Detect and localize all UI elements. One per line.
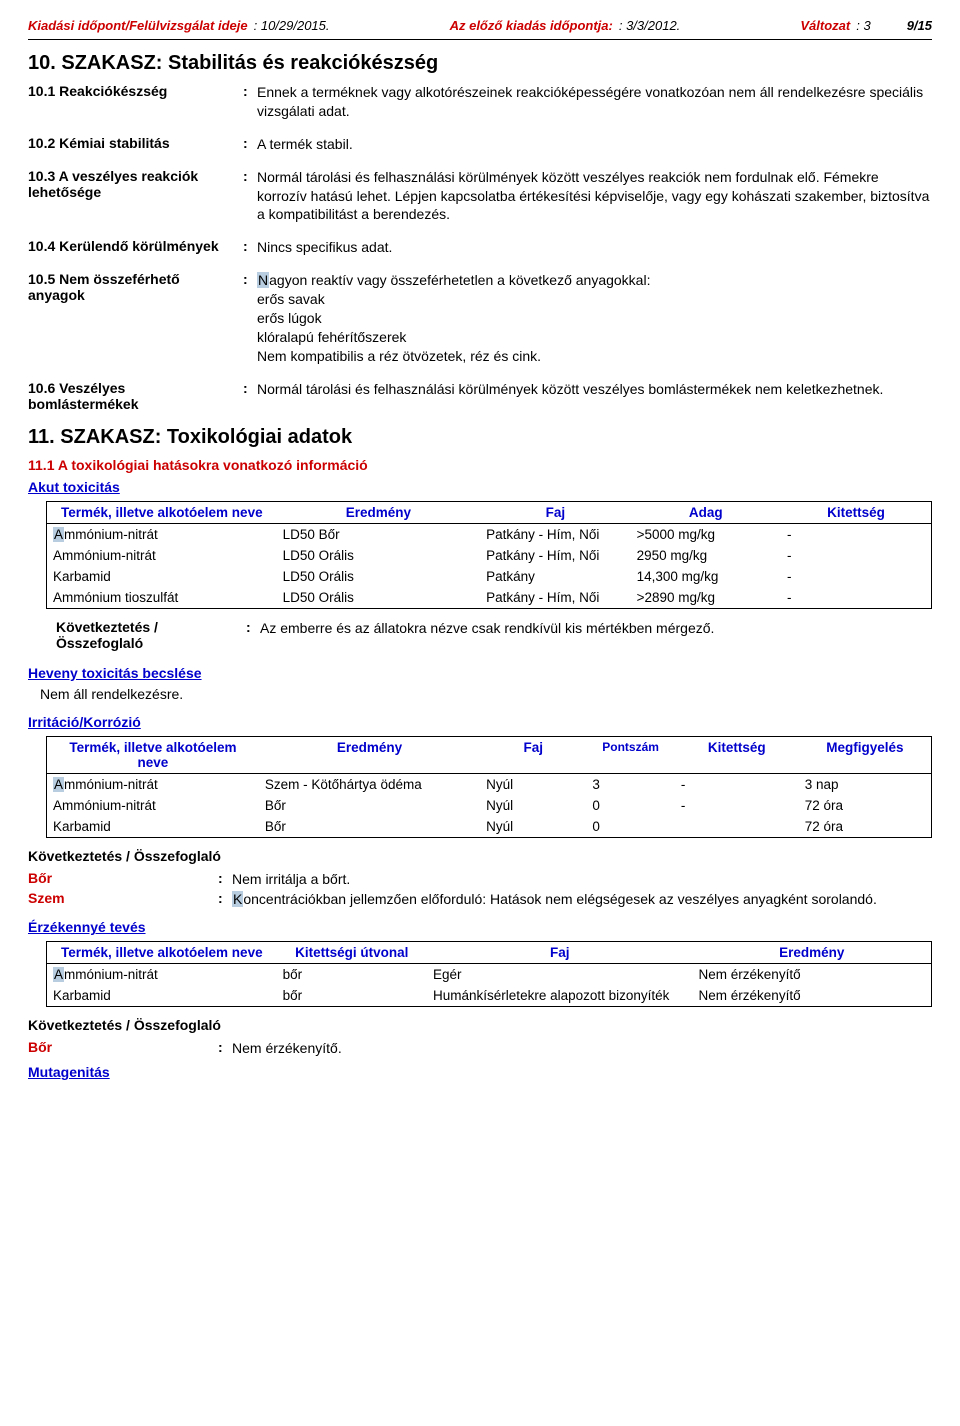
t1-conclusion-row: Következtetés / Összefoglaló : Az emberr… (56, 619, 932, 651)
row-10-3: 10.3 A veszélyes reakciók lehetősége : N… (28, 168, 932, 225)
table-row: Ammónium tioszulfátLD50 OrálisPatkány - … (47, 587, 932, 609)
row-10-5: 10.5 Nem összeférhető anyagok : NNagyon … (28, 271, 932, 365)
label-10-5: 10.5 Nem összeférhető anyagok (28, 271, 243, 303)
akut-heading: Akut toxicitás (28, 479, 932, 495)
s11-1-heading: 11.1 A toxikológiai hatásokra vonatkozó … (28, 457, 932, 473)
marker-strip: K (232, 891, 243, 907)
colon: : (243, 380, 257, 396)
szem-text: Koncentrációkban jellemzően előforduló: … (232, 890, 932, 909)
issue-label: Kiadási időpont/Felülvizsgálat ideje (28, 18, 248, 33)
table-row: Ammónium-nitrátSzem - Kötőhártya ödémaNy… (47, 773, 932, 795)
t1-h2: Eredmény (277, 501, 481, 523)
label-10-2: 10.2 Kémiai stabilitás (28, 135, 243, 151)
acute-toxicity-table: Termék, illetve alkotóelem neve Eredmény… (46, 501, 932, 609)
colon: : (218, 890, 232, 906)
bor-label: Bőr (28, 870, 218, 886)
t2-h5: Kitettség (675, 736, 799, 773)
label-10-1: 10.1 Reakciókészség (28, 83, 243, 99)
t3-h3: Faj (427, 942, 693, 964)
t2-h3: Faj (480, 736, 586, 773)
table-row: Ammónium-nitrátLD50 BőrPatkány - Hím, Nő… (47, 523, 932, 545)
t3-h2: Kitettségi útvonal (277, 942, 427, 964)
t2-h4: Pontszám (586, 736, 675, 773)
t3-concl-label: Következtetés / Összefoglaló (28, 1017, 932, 1033)
row-10-2: 10.2 Kémiai stabilitás : A termék stabil… (28, 135, 932, 154)
version-value: : 3 (856, 18, 870, 33)
label-10-4: 10.4 Kerülendő körülmények (28, 238, 243, 254)
row-10-6: 10.6 Veszélyes bomlástermékek : Normál t… (28, 380, 932, 412)
colon: : (243, 83, 257, 99)
page-header: Kiadási időpont/Felülvizsgálat ideje : 1… (28, 18, 932, 40)
colon: : (243, 238, 257, 254)
bor2-text: Nem érzékenyítő. (232, 1039, 932, 1058)
prev-label: Az előző kiadás időpontja: (450, 18, 613, 33)
t1-concl-label: Következtetés / Összefoglaló (56, 619, 246, 651)
heveny-heading: Heveny toxicitás becslése (28, 665, 932, 681)
text-10-2: A termék stabil. (257, 135, 932, 154)
muta-heading: Mutagenitás (28, 1064, 932, 1080)
bor2-row: Bőr : Nem érzékenyítő. (28, 1039, 932, 1058)
irritation-table: Termék, illetve alkotóelem neve Eredmény… (46, 736, 932, 838)
erzek-heading: Érzékennyé tevés (28, 919, 932, 935)
colon: : (218, 870, 232, 886)
issue-date: : 10/29/2015. (254, 18, 330, 33)
t1-h3: Faj (480, 501, 630, 523)
colon: : (243, 271, 257, 287)
section-10-title: 10. SZAKASZ: Stabilitás és reakciókészsé… (28, 52, 932, 75)
colon: : (218, 1039, 232, 1055)
text-10-1: Ennek a terméknek vagy alkotórészeinek r… (257, 83, 932, 121)
t2-h6: Megfigyelés (799, 736, 932, 773)
prev-date: : 3/3/2012. (619, 18, 680, 33)
table-row: Ammónium-nitrátLD50 OrálisPatkány - Hím,… (47, 545, 932, 566)
colon: : (243, 135, 257, 151)
sds-page: Kiadási időpont/Felülvizsgálat ideje : 1… (0, 0, 960, 1126)
sensitization-table: Termék, illetve alkotóelem neve Kitettsé… (46, 941, 932, 1007)
text-10-3: Normál tárolási és felhasználási körülmé… (257, 168, 932, 225)
label-10-3: 10.3 A veszélyes reakciók lehetősége (28, 168, 243, 200)
text-10-4: Nincs specifikus adat. (257, 238, 932, 257)
table-row: KarbamidLD50 OrálisPatkány14,300 mg/kg- (47, 566, 932, 587)
t1-h1: Termék, illetve alkotóelem neve (47, 501, 277, 523)
version-label: Változat (800, 18, 850, 33)
heveny-text: Nem áll rendelkezésre. (40, 685, 932, 704)
row-10-1: 10.1 Reakciókészség : Ennek a terméknek … (28, 83, 932, 121)
szem-row: Szem : Koncentrációkban jellemzően előfo… (28, 890, 932, 909)
table-row: Ammónium-nitrátBőrNyúl0-72 óra (47, 795, 932, 816)
t2-h1: Termék, illetve alkotóelem neve (47, 736, 259, 773)
t1-concl-text: Az emberre és az állatokra nézve csak re… (260, 619, 932, 638)
table-row: Ammónium-nitrátbőrEgérNem érzékenyítő (47, 964, 932, 986)
table-row: KarbamidBőrNyúl072 óra (47, 816, 932, 838)
text-10-5: NNagyon reaktív vagy összeférhetetlen a … (257, 271, 932, 365)
szem-label: Szem (28, 890, 218, 906)
page-number: 9/15 (907, 18, 932, 33)
bor2-label: Bőr (28, 1039, 218, 1055)
colon: : (246, 619, 260, 635)
bor-row: Bőr : Nem irritálja a bőrt. (28, 870, 932, 889)
t1-h5: Kitettség (781, 501, 931, 523)
bor-text: Nem irritálja a bőrt. (232, 870, 932, 889)
irrit-heading: Irritáció/Korrózió (28, 714, 932, 730)
table-row: KarbamidbőrHumánkísérletekre alapozott b… (47, 985, 932, 1007)
section-11-title: 11. SZAKASZ: Toxikológiai adatok (28, 426, 932, 449)
t1-h4: Adag (631, 501, 781, 523)
t2-concl-label: Következtetés / Összefoglaló (28, 848, 932, 864)
row-10-4: 10.4 Kerülendő körülmények : Nincs speci… (28, 238, 932, 257)
t2-h2: Eredmény (259, 736, 480, 773)
t3-h4: Eredmény (693, 942, 932, 964)
colon: : (243, 168, 257, 184)
label-10-6: 10.6 Veszélyes bomlástermékek (28, 380, 243, 412)
text-10-6: Normál tárolási és felhasználási körülmé… (257, 380, 932, 399)
t3-h1: Termék, illetve alkotóelem neve (47, 942, 277, 964)
marker-strip: N (257, 272, 269, 288)
